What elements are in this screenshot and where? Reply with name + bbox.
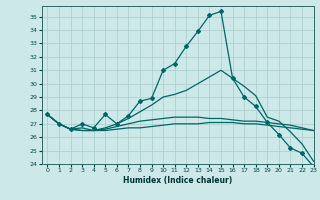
X-axis label: Humidex (Indice chaleur): Humidex (Indice chaleur) [123, 176, 232, 185]
